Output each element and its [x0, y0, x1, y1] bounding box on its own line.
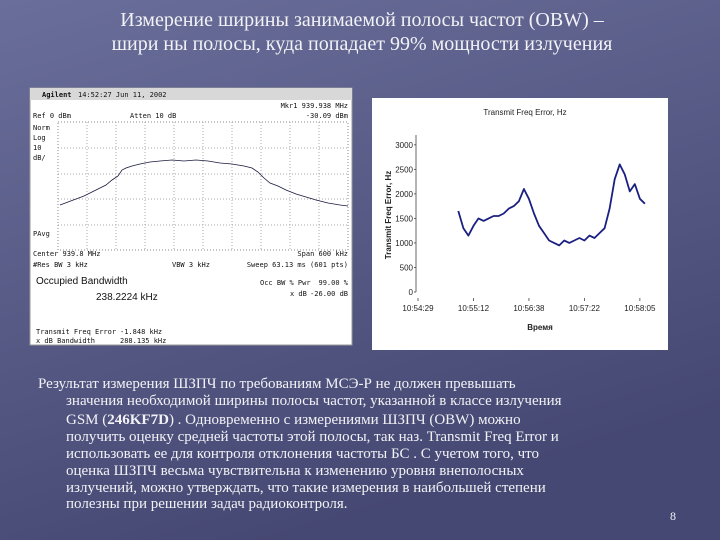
analyzer-occ-label: Occ BW % Pwr	[260, 279, 311, 287]
body-line: полезны при решении задач радиоконтроля.	[66, 496, 348, 512]
analyzer-obw-title: Occupied Bandwidth	[36, 276, 128, 287]
analyzer-header	[30, 88, 352, 100]
y-tick-label: 500	[400, 263, 414, 272]
y-axis-label: Transmit Freq Error, Hz	[384, 171, 393, 259]
title-line: Измерение ширины занимаемой полосы часто…	[120, 9, 604, 31]
body-segment: 246KF7D	[107, 412, 169, 428]
analyzer-side: 10	[33, 144, 41, 152]
y-tick-label: 2000	[395, 190, 413, 199]
y-tick-label: 1000	[395, 239, 413, 248]
analyzer-tfe-label: Transmit Freq Error	[36, 328, 116, 336]
body-text: Результат измерения ШЗПЧ по требованиям …	[38, 376, 562, 512]
x-tick-label: 10:57:22	[569, 304, 601, 313]
analyzer-ref: Ref 0 dBm	[33, 112, 71, 120]
body-line: оценка ШЗПЧ весьма чувствительна к измен…	[66, 463, 524, 479]
analyzer-frame	[29, 87, 353, 346]
body-line: GSM (246KF7D) . Одновременно с измерения…	[66, 412, 521, 428]
body-line: излучений, можно утверждать, что такие и…	[66, 480, 546, 496]
analyzer-sweep: Sweep 63.13 ms (601 pts)	[247, 261, 348, 269]
analyzer-screenshot: Agilent 14:52:27 Jun 11, 2002 Mkr1 939.9…	[29, 87, 353, 346]
analyzer-xdb-label: x dB	[290, 290, 307, 298]
x-axis-label: Время	[527, 323, 553, 332]
body-line: Результат измерения ШЗПЧ по требованиям …	[38, 376, 516, 392]
body-line: использовать ее для контроля отклонения …	[66, 446, 539, 462]
analyzer-timestamp: 14:52:27 Jun 11, 2002	[78, 91, 167, 99]
analyzer-xbw-value: 288.135 kHz	[120, 337, 166, 345]
x-tick-label: 10:54:29	[402, 304, 434, 313]
analyzer-marker-level: -30.09 dBm	[306, 112, 348, 120]
analyzer-grid	[58, 122, 348, 250]
chart-background	[372, 98, 668, 350]
body-segment: GSM (	[66, 412, 107, 428]
analyzer-side: Norm	[33, 124, 50, 132]
body-line: значения необходимой ширины полосы часто…	[66, 393, 562, 409]
analyzer-atten: Atten 10 dB	[130, 112, 176, 120]
title-line: шири ны полосы, куда попадает 99% мощнос…	[112, 33, 613, 55]
body-segment: ) . Одновременно с измерениями ШЗПЧ (OBW…	[169, 412, 521, 428]
y-tick-label: 1500	[395, 214, 413, 223]
page-number: 8	[670, 509, 676, 523]
analyzer-side: dB/	[33, 154, 46, 162]
analyzer-tfe-value: -1.848 kHz	[120, 328, 162, 336]
x-tick-label: 10:55:12	[458, 304, 490, 313]
analyzer-xdb-value: -26.00 dB	[310, 290, 348, 298]
analyzer-xbw-label: x dB Bandwidth	[36, 337, 95, 345]
y-tick-label: 2500	[395, 165, 413, 174]
x-tick-label: 10:58:05	[624, 304, 656, 313]
analyzer-pavg: PAvg	[33, 230, 50, 238]
analyzer-brand: Agilent	[42, 91, 72, 99]
x-tick-label: 10:56:38	[513, 304, 545, 313]
analyzer-center: Center 939.8 MHz	[33, 250, 100, 258]
analyzer-obw-value: 238.2224 kHz	[96, 292, 158, 303]
analyzer-side: Log	[33, 134, 46, 142]
body-line: получить оценку средней частоты этой пол…	[66, 429, 559, 445]
analyzer-occ-value: 99.00 %	[318, 279, 348, 287]
chart-title: Transmit Freq Error, Hz	[483, 108, 566, 117]
analyzer-span: Span 600 kHz	[297, 250, 348, 258]
data-line	[457, 163, 646, 247]
y-tick-label: 3000	[395, 141, 413, 150]
analyzer-vbw: VBW 3 kHz	[172, 261, 210, 269]
analyzer-marker: Mkr1 939.938 MHz	[281, 102, 348, 110]
analyzer-trace	[59, 159, 349, 207]
y-tick-label: 0	[409, 288, 414, 297]
analyzer-rbw: #Res BW 3 kHz	[33, 261, 88, 269]
freq-error-chart: Transmit Freq Error, Hz Transmit Freq Er…	[372, 98, 668, 350]
